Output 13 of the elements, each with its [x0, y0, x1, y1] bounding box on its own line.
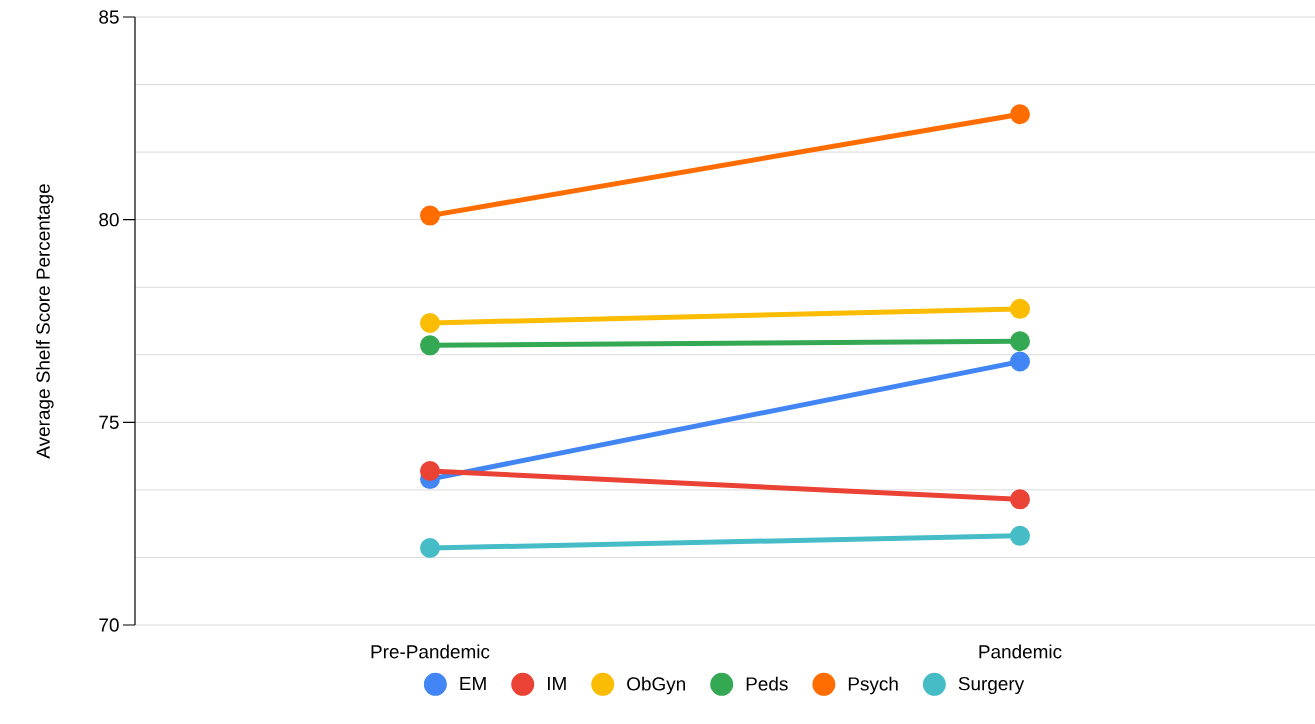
- y-tick-label: 70: [99, 618, 119, 632]
- legend-label: EM: [460, 677, 486, 691]
- legend-label: Psych: [848, 676, 898, 695]
- y-tick-label: 85: [99, 10, 119, 24]
- y-tick-label: 75: [99, 415, 119, 429]
- legend-label: Peds: [746, 676, 788, 691]
- legend-label: Surgery: [958, 676, 1025, 695]
- y-axis-title: Average Shelf Score Percentage: [35, 184, 54, 459]
- legend-label: ObGyn: [627, 676, 685, 695]
- x-tick-label: Pandemic: [979, 644, 1062, 659]
- y-tick-label: 80: [99, 212, 119, 227]
- x-tick-label: Pre-Pandemic: [371, 644, 490, 659]
- legend-label: IM: [547, 677, 566, 691]
